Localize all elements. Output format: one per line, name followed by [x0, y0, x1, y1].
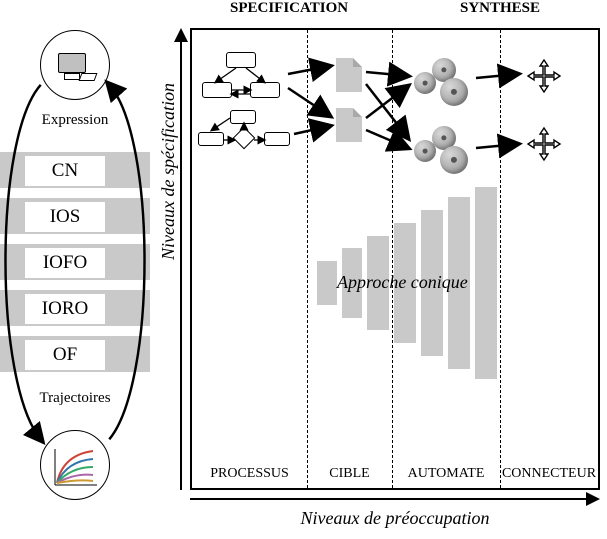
level-bar: OF — [0, 336, 150, 372]
level-bar: CN — [0, 152, 150, 188]
computer-icon — [58, 53, 92, 77]
column-label: CONNECTEUR — [500, 466, 598, 482]
column-label: AUTOMATE — [392, 466, 500, 482]
x-axis-line — [190, 498, 586, 500]
cone-bar — [317, 261, 337, 305]
main-panel: PROCESSUSCIBLEAUTOMATECONNECTEUR Approch… — [190, 28, 600, 490]
computer-circle — [40, 30, 110, 100]
trajectories-circle — [40, 430, 110, 500]
trajectories-icon — [53, 445, 99, 487]
column-label: PROCESSUS — [192, 466, 307, 482]
level-label: OF — [24, 339, 106, 371]
trajectoires-label: Trajectoires — [0, 390, 150, 407]
y-axis-line — [180, 40, 182, 490]
level-label: IOS — [24, 201, 106, 233]
x-axis — [190, 490, 600, 508]
level-bar: IOS — [0, 198, 150, 234]
approche-conique-label: Approche conique — [337, 272, 468, 293]
level-label: CN — [24, 155, 106, 187]
level-bar: IORO — [0, 290, 150, 326]
level-label: IORO — [24, 293, 106, 325]
x-axis-arrowhead-icon — [586, 492, 600, 506]
left-column: Expression CN IOS IOFO IORO OF Trajectoires — [0, 30, 150, 510]
flow-arrows-icon — [192, 30, 598, 190]
diagram-root: SPECIFICATION SYNTHESE Niveaux de spécif… — [0, 0, 607, 539]
expression-label: Expression — [0, 112, 150, 129]
header-synthese: SYNTHESE — [460, 0, 540, 17]
y-axis-arrowhead-icon — [174, 28, 188, 42]
level-bar: IOFO — [0, 244, 150, 280]
header-specification: SPECIFICATION — [230, 0, 348, 17]
level-label: IOFO — [24, 247, 106, 279]
x-axis-label: Niveaux de préoccupation — [190, 508, 600, 529]
cone-bar — [475, 187, 497, 379]
column-label: CIBLE — [307, 466, 392, 482]
y-axis-label: Niveaux de spécification — [158, 83, 179, 260]
